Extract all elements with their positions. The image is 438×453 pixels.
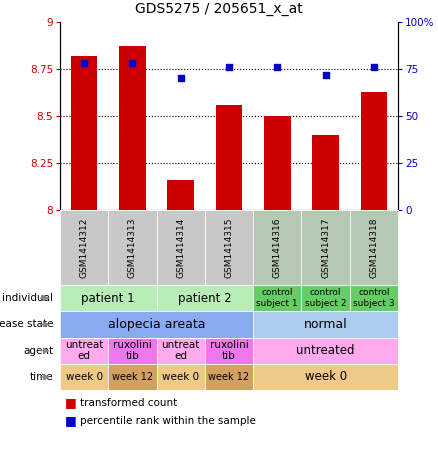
Text: week 0: week 0 xyxy=(162,372,199,382)
Text: individual: individual xyxy=(3,293,53,303)
Bar xyxy=(264,116,290,210)
Text: GSM1414315: GSM1414315 xyxy=(225,217,233,278)
Text: control
subject 2: control subject 2 xyxy=(305,289,346,308)
Text: untreat
ed: untreat ed xyxy=(162,340,200,361)
Bar xyxy=(360,92,387,210)
Point xyxy=(177,75,184,82)
Text: GSM1414314: GSM1414314 xyxy=(176,217,185,278)
Text: transformed count: transformed count xyxy=(80,398,177,408)
Point xyxy=(322,71,329,78)
Point xyxy=(371,63,378,71)
Text: percentile rank within the sample: percentile rank within the sample xyxy=(80,416,256,426)
Text: GSM1414316: GSM1414316 xyxy=(273,217,282,278)
Bar xyxy=(167,180,194,210)
Bar xyxy=(71,56,97,210)
Point xyxy=(129,60,136,67)
Text: week 0: week 0 xyxy=(66,372,102,382)
Text: ■: ■ xyxy=(64,396,76,410)
Text: GDS5275 / 205651_x_at: GDS5275 / 205651_x_at xyxy=(135,2,303,16)
Text: normal: normal xyxy=(304,318,347,331)
Text: GSM1414317: GSM1414317 xyxy=(321,217,330,278)
Text: agent: agent xyxy=(23,346,53,356)
Point xyxy=(81,60,88,67)
Text: ■: ■ xyxy=(64,414,76,428)
Text: GSM1414313: GSM1414313 xyxy=(128,217,137,278)
Text: control
subject 3: control subject 3 xyxy=(353,289,395,308)
Text: week 12: week 12 xyxy=(112,372,153,382)
Bar xyxy=(119,47,146,210)
Text: untreat
ed: untreat ed xyxy=(65,340,103,361)
Text: ruxolini
tib: ruxolini tib xyxy=(210,340,248,361)
Text: untreated: untreated xyxy=(297,344,355,357)
Text: patient 1: patient 1 xyxy=(81,292,135,304)
Text: time: time xyxy=(30,372,53,382)
Text: patient 2: patient 2 xyxy=(178,292,232,304)
Text: GSM1414318: GSM1414318 xyxy=(369,217,378,278)
Text: alopecia areata: alopecia areata xyxy=(108,318,205,331)
Bar xyxy=(312,135,339,210)
Text: GSM1414312: GSM1414312 xyxy=(80,217,88,278)
Text: control
subject 1: control subject 1 xyxy=(257,289,298,308)
Point xyxy=(274,63,281,71)
Text: disease state: disease state xyxy=(0,319,53,329)
Point xyxy=(226,63,233,71)
Text: week 12: week 12 xyxy=(208,372,250,382)
Text: ruxolini
tib: ruxolini tib xyxy=(113,340,152,361)
Text: week 0: week 0 xyxy=(304,371,346,383)
Bar xyxy=(216,105,242,210)
